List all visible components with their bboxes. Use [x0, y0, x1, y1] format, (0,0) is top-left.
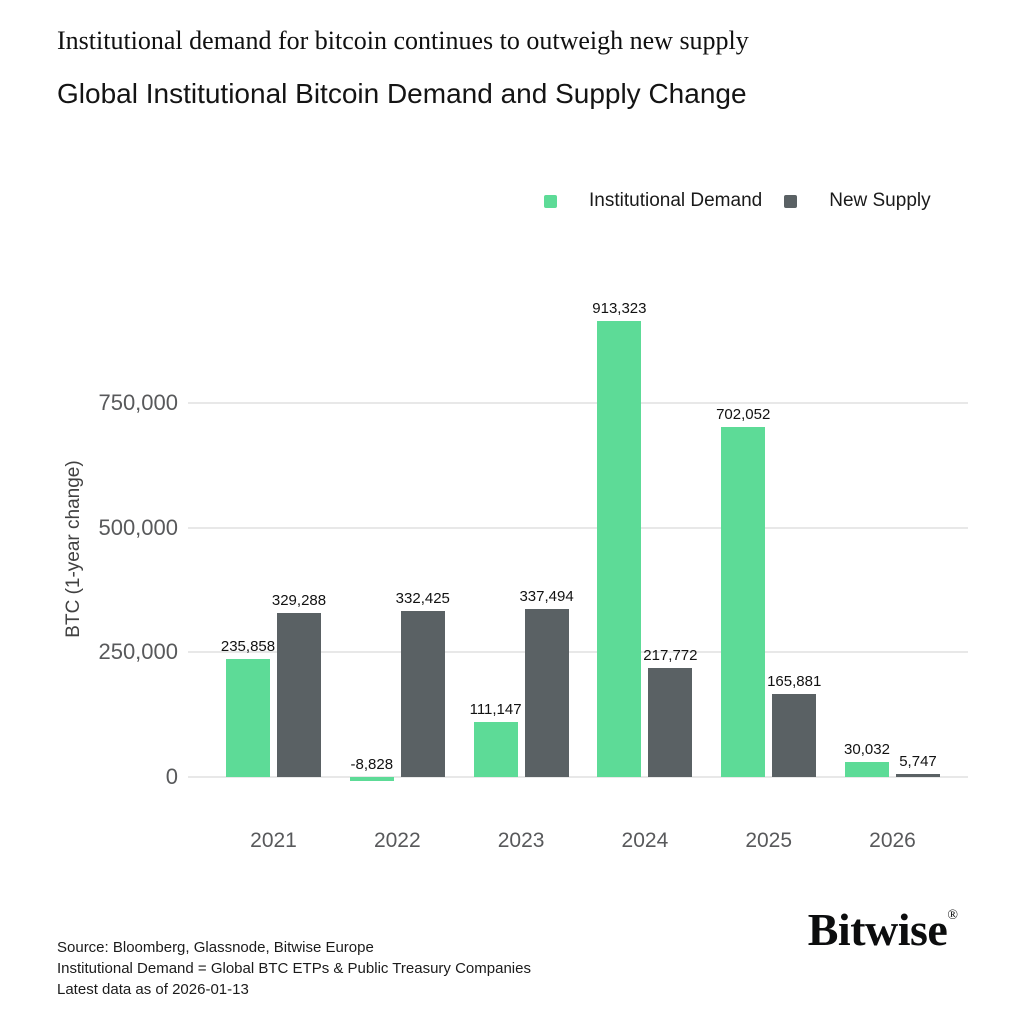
legend-swatch-new-supply-icon [784, 194, 798, 208]
y-tick-label-250000: 250,000 [98, 639, 178, 665]
bar-value-label-institutional-demand-2024: 913,323 [592, 300, 647, 318]
bar-new-supply-2026 [896, 774, 940, 777]
headline: Institutional demand for bitcoin continu… [57, 26, 749, 55]
bar-value-label-new-supply-2026: 5,747 [899, 753, 937, 771]
footnote-as-of: Latest data as of 2026-01-13 [57, 981, 249, 998]
bar-value-label-new-supply-2023: 337,494 [519, 587, 574, 605]
x-tick-label-2025: 2025 [745, 829, 793, 852]
bar-new-supply-2022 [400, 611, 445, 777]
bar-new-supply-2025 [772, 694, 817, 777]
bar-institutional-demand-2026 [845, 762, 889, 777]
y-tick-label-750000: 750,000 [98, 389, 178, 415]
bar-institutional-demand-2025 [721, 426, 766, 777]
bitwise-logo: Bitwise® [808, 903, 958, 956]
registered-trademark-icon: ® [947, 908, 958, 923]
gridline-250000 [188, 651, 968, 654]
gridline-750000 [188, 401, 968, 404]
legend-label-new-supply: New Supply [829, 190, 931, 211]
bar-institutional-demand-2022 [349, 777, 394, 782]
legend-label-institutional-demand: Institutional Demand [589, 190, 763, 211]
y-tick-label-500000: 500,000 [98, 514, 178, 540]
x-tick-label-2021: 2021 [250, 829, 297, 852]
bar-new-supply-2024 [648, 668, 693, 777]
gridline-500000 [188, 526, 968, 529]
gridline-0 [188, 776, 968, 778]
x-tick-label-2026: 2026 [869, 829, 916, 852]
bar-value-label-institutional-demand-2025: 702,052 [716, 405, 771, 423]
chart-footnotes: Source: Bloomberg, Glassnode, Bitwise Eu… [57, 937, 531, 1000]
bar-value-label-new-supply-2024: 217,772 [643, 647, 698, 665]
legend-swatch-institutional-demand-icon [544, 194, 557, 208]
bar-value-label-new-supply-2021: 329,288 [271, 591, 327, 609]
x-tick-label-2023: 2023 [497, 829, 545, 852]
bar-value-label-institutional-demand-2022: -8,828 [350, 756, 394, 773]
bar-new-supply-2021 [277, 612, 321, 777]
bar-new-supply-2023 [524, 608, 569, 777]
footnote-source: Source: Bloomberg, Glassnode, Bitwise Eu… [57, 939, 374, 956]
chart-legend: Institutional Demand New Supply [544, 190, 931, 212]
bar-value-label-institutional-demand-2026: 30,032 [844, 741, 890, 759]
bar-value-label-new-supply-2025: 165,881 [767, 673, 822, 691]
bar-value-label-new-supply-2022: 332,425 [395, 590, 450, 608]
bitwise-logo-text: Bitwise [807, 904, 948, 955]
x-tick-label-2022: 2022 [373, 829, 421, 852]
bar-value-label-institutional-demand-2023: 111,147 [469, 700, 522, 718]
y-tick-label-0: 0 [165, 764, 178, 789]
chart-title: Global Institutional Bitcoin Demand and … [57, 78, 747, 109]
bar-institutional-demand-2024 [597, 321, 642, 777]
bar-value-label-institutional-demand-2021: 235,858 [220, 638, 276, 656]
bar-institutional-demand-2023 [473, 721, 518, 777]
x-tick-label-2024: 2024 [621, 829, 669, 852]
bar-institutional-demand-2021 [226, 659, 270, 777]
footnote-definition: Institutional Demand = Global BTC ETPs &… [57, 960, 531, 977]
